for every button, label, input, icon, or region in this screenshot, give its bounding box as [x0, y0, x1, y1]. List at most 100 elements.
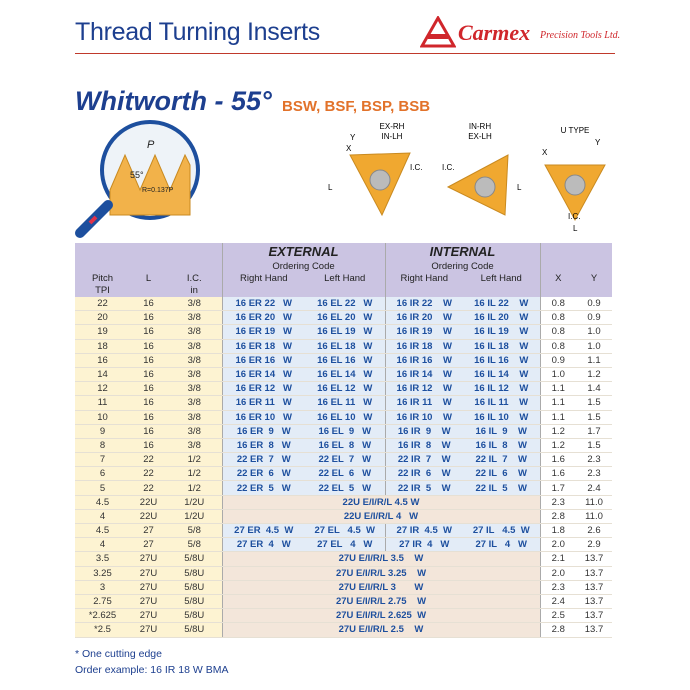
pitch-cell: 4 [75, 537, 130, 553]
insert-label: EX-LH [468, 132, 492, 141]
x-cell: 1.1 [539, 410, 576, 425]
ic-cell: 1/2U [167, 494, 222, 510]
ordering-code: 27U E/I/R/L 2.5 W [221, 622, 540, 638]
ordering-code: 27 EL 4.5 W [305, 522, 385, 539]
ordering-code: 22 IR 7 W [384, 452, 463, 468]
length-cell: 27U [130, 580, 167, 595]
footnote: * One cutting edge [75, 648, 162, 660]
length-cell: 27U [130, 608, 167, 624]
ordering-code: 22 EL 5 W [305, 480, 385, 496]
ordering-code: 27U E/I/R/L 3.25 W [221, 566, 540, 581]
ordering-code: 16 IR 19 W [384, 324, 463, 340]
length-cell: 16 [130, 353, 167, 368]
pitch-cell: 3.25 [75, 566, 130, 581]
ordering-code: 22 ER 5 W [221, 480, 305, 496]
length-cell: 22U [130, 509, 167, 525]
table-row: 8 16 3/8 16 ER 8 W 16 EL 8 W 16 IR 8 W 16 IL 8… [75, 438, 612, 454]
ordering-code: 16 IR 8 W [384, 438, 463, 454]
y-cell: 1.0 [576, 339, 612, 354]
y-cell: 13.7 [576, 608, 612, 624]
ordering-code: 16 ER 14 W [221, 367, 305, 383]
col-header: in [167, 285, 222, 297]
ordering-code: 16 ER 22 W [221, 297, 305, 312]
ic-cell: 3/8 [167, 339, 222, 354]
ordering-code: 16 IR 9 W [384, 424, 463, 439]
length-cell: 16 [130, 381, 167, 397]
pitch-cell: *2.5 [75, 622, 130, 638]
length-cell: 27U [130, 622, 167, 638]
ordering-code: 22 EL 6 W [305, 466, 385, 482]
ordering-code: 16 ER 8 W [221, 438, 305, 454]
ordering-code: 22 IL 5 W [463, 480, 540, 496]
pitch-cell: 14 [75, 367, 130, 383]
y-cell: 2.4 [576, 480, 612, 496]
table-row: *2.625 27U 5/8U 27U E/I/R/L 2.625 W 2.5 13.7 [75, 608, 612, 624]
length-cell: 16 [130, 367, 167, 383]
ic-cell: 3/8 [167, 324, 222, 340]
ordering-code: 16 IR 12 W [384, 381, 463, 397]
pitch-cell: 11 [75, 395, 130, 411]
x-cell: 1.7 [539, 480, 576, 496]
ordering-code: 16 EL 14 W [305, 367, 385, 383]
ic-cell: 3/8 [167, 410, 222, 425]
table-row: 4.5 22U 1/2U 22U E/I/R/L 4.5 W 2.3 11.0 [75, 494, 612, 510]
table-row: 3.5 27U 5/8U 27U E/I/R/L 3.5 W 2.1 13.7 [75, 551, 612, 567]
y-cell: 1.5 [576, 410, 612, 425]
ordering-code: 16 IL 9 W [463, 424, 540, 439]
ic-cell: 3/8 [167, 310, 222, 326]
ordering-code: 22 IR 6 W [384, 466, 463, 482]
dim-label: L [573, 224, 578, 233]
table-row: 16 16 3/8 16 ER 16 W 16 EL 16 W 16 IR 16 W 16 … [75, 353, 612, 368]
table-row: 12 16 3/8 16 ER 12 W 16 EL 12 W 16 IR 12 W 16 … [75, 381, 612, 397]
col-header: I.C. [167, 273, 222, 285]
insert-label: EX-RH [380, 122, 405, 131]
x-cell: 2.4 [539, 594, 576, 610]
ordering-code: 16 IL 14 W [463, 367, 540, 383]
ordering-code: 27U E/I/R/L 2.75 W [221, 594, 540, 610]
x-cell: 0.8 [539, 297, 576, 312]
col-header: TPI [75, 285, 130, 297]
pitch-cell: 4.5 [75, 494, 130, 510]
y-cell: 2.3 [576, 466, 612, 482]
length-cell: 22 [130, 480, 167, 496]
y-cell: 2.3 [576, 452, 612, 468]
section-subtitle: BSW, BSF, BSP, BSB [282, 98, 431, 115]
y-cell: 13.7 [576, 580, 612, 595]
length-cell: 27U [130, 594, 167, 610]
table-row: 19 16 3/8 16 ER 19 W 16 EL 19 W 16 IR 19 W 16 … [75, 324, 612, 340]
ordering-code: 16 EL 16 W [305, 353, 385, 368]
section-title: Whitworth - 55° [75, 86, 272, 116]
ordering-code: 16 ER 12 W [221, 381, 305, 397]
ic-cell: 5/8U [167, 551, 222, 567]
ic-cell: 3/8 [167, 353, 222, 368]
length-cell: 27U [130, 566, 167, 581]
insert-label: IN-RH [469, 122, 491, 131]
ordering-code: 27 IL 4.5 W [463, 522, 540, 539]
pitch-cell: 3.5 [75, 551, 130, 567]
x-cell: 2.3 [539, 494, 576, 510]
ic-cell: 5/8 [167, 537, 222, 553]
dim-label: L [328, 183, 333, 192]
x-cell: 0.9 [539, 353, 576, 368]
dim-label: X [542, 148, 548, 157]
dim-label: Y [595, 138, 601, 147]
ordering-code: 16 IL 22 W [463, 297, 540, 312]
ordering-code: 27U E/I/R/L 3.5 W [221, 551, 540, 567]
ordering-code: 16 EL 11 W [305, 395, 385, 411]
y-cell: 1.5 [576, 438, 612, 454]
ordering-code: 16 IL 12 W [463, 381, 540, 397]
x-cell: 2.8 [539, 622, 576, 638]
ordering-code: 22U E/I/R/L 4 W [221, 509, 540, 525]
insert-table: EXTERNAL INTERNAL Ordering Code Ordering… [75, 243, 612, 638]
pitch-cell: 6 [75, 466, 130, 482]
y-cell: 0.9 [576, 297, 612, 312]
ordering-code-header: Ordering Code [221, 261, 385, 273]
pitch-cell: 22 [75, 297, 130, 312]
length-cell: 16 [130, 339, 167, 354]
y-cell: 1.5 [576, 395, 612, 411]
table-row: 4 27 5/8 27 ER 4 W 27 EL 4 W 27 IR 4 W 27 IL 4… [75, 537, 612, 553]
ordering-code: 16 IL 8 W [463, 438, 540, 454]
length-cell: 16 [130, 310, 167, 326]
pitch-cell: 19 [75, 324, 130, 340]
